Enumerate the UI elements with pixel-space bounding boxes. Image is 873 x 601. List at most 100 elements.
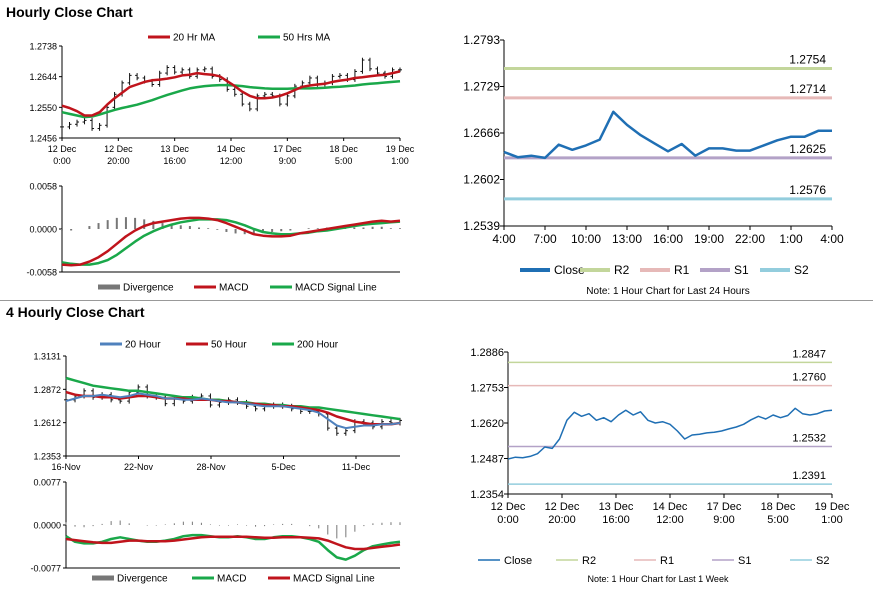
fm-ytick-label: 0.0077: [33, 478, 61, 488]
four_hourly_pivots-level-label-s1: 1.2532: [792, 432, 826, 444]
fp-xtick-label: 22-Nov: [124, 462, 154, 472]
fp-ytick-label: 1.3131: [33, 352, 61, 362]
fp-ytick-label: 1.2353: [33, 452, 61, 462]
hourly-pivot-panel: 1.2793 1.2729 1.2666 1.2602 1.2539 1.2754 1.27…: [440, 26, 860, 300]
four_hourly_pivots-legend-label-r2: R2: [582, 555, 596, 567]
hourly_pivots-ytick-label: 1.2729: [463, 80, 500, 94]
fp-ytick-label: 1.2872: [33, 385, 61, 395]
hm-legend-signal-label: MACD Signal Line: [295, 283, 377, 294]
four-hourly-pivot-chart: 1.2886 1.2753 1.2620 1.2487 1.2354 1.2847 1.27…: [470, 347, 850, 584]
hp-xtick-date: 17 Dec: [273, 144, 302, 154]
fm-signal-line: [65, 535, 401, 551]
four-hourly-price-panel: 20 Hour 50 Hour 200 Hour 1.3131 1.2872 1.2612…: [0, 324, 420, 474]
hm-legend-divergence-label: Divergence: [123, 283, 174, 294]
four-hourly-price-chart: 20 Hour 50 Hour 200 Hour 1.3131 1.2872 1.2612…: [33, 340, 402, 472]
hp-50hrs-ma-line: [61, 79, 401, 119]
hourly-section-title: Hourly Close Chart: [6, 4, 133, 20]
fm-legend-signal-label: MACD Signal Line: [293, 574, 375, 585]
hourly_pivots-xtick-label: 22:00: [735, 232, 765, 246]
four_hourly_pivots-level-label-s2: 1.2391: [792, 470, 826, 482]
hp-ytick-label: 1.2644: [29, 72, 57, 82]
hourly-macd-panel: 0.0058 0.0000 -0.0058 Divergence MACD MACD Si…: [0, 180, 420, 298]
legend-50hrs-ma-label: 50 Hrs MA: [283, 33, 331, 44]
four_hourly_pivots-level-label-r1: 1.2760: [792, 372, 826, 384]
legend-200-hour-label: 200 Hour: [297, 340, 339, 351]
hp-xtick-time: 20:00: [107, 156, 130, 166]
hp-xtick-date: 18 Dec: [329, 144, 358, 154]
four_hourly_pivots-xtick-date: 19 Dec: [815, 501, 850, 513]
four_hourly_pivots-xtick-date: 13 Dec: [599, 501, 634, 513]
four_hourly_pivots-ytick-label: 1.2886: [470, 347, 504, 359]
four_hourly_pivots-xtick-date: 12 Dec: [491, 501, 526, 513]
hm-ytick-label: -0.0058: [26, 268, 57, 278]
four_hourly_pivots-xtick-time: 9:00: [713, 514, 734, 526]
hp-xtick-date: 14 Dec: [217, 144, 246, 154]
four_hourly_pivots-ytick-label: 1.2620: [470, 418, 504, 430]
hourly_pivots-legend-label-r2: R2: [614, 263, 630, 277]
fm-legend-divergence-label: Divergence: [117, 574, 168, 585]
section-divider: [0, 300, 873, 301]
fp-20-hour-line: [65, 392, 401, 430]
four-hourly-pivot-panel: 1.2886 1.2753 1.2620 1.2487 1.2354 1.2847 1.27…: [440, 334, 860, 596]
four_hourly_pivots-xtick-time: 16:00: [602, 514, 630, 526]
hourly-pivot-chart: 1.2793 1.2729 1.2666 1.2602 1.2539 1.2754 1.27…: [463, 33, 844, 297]
four_hourly_pivots-close-line: [507, 407, 833, 460]
four_hourly_pivots-legend-label-s2: S2: [816, 555, 829, 567]
four_hourly_pivots-legend-label-s1: S1: [738, 555, 751, 567]
four_hourly_pivots-level-label-r2: 1.2847: [792, 348, 826, 360]
fp-xtick-label: 5-Dec: [271, 462, 296, 472]
hp-xtick-time: 0:00: [53, 156, 71, 166]
hourly-macd-chart: 0.0058 0.0000 -0.0058 Divergence MACD MACD Si…: [26, 182, 401, 294]
four_hourly_pivots-xtick-time: 0:00: [497, 514, 518, 526]
hourly_pivots-level-label-r1: 1.2714: [789, 82, 826, 96]
hp-xtick-date: 19 Dec: [386, 144, 415, 154]
fm-legend-macd-label: MACD: [217, 574, 246, 585]
hourly-price-chart: 20 Hr MA 50 Hrs MA 1.2738 1.2644 1.2550 1.245…: [29, 33, 415, 167]
hourly-price-panel: 20 Hr MA 50 Hrs MA 1.2738 1.2644 1.2550 1.245…: [0, 22, 420, 180]
hm-ytick-label: 0.0000: [29, 225, 57, 235]
fp-xtick-label: 16-Nov: [51, 462, 81, 472]
legend-20-hour-label: 20 Hour: [125, 340, 161, 351]
hourly_pivots-legend-label-s2: S2: [794, 263, 809, 277]
hp-xtick-date: 12 Dec: [104, 144, 133, 154]
fp-ytick-label: 1.2612: [33, 418, 61, 428]
legend-50-hour-label: 50 Hour: [211, 340, 247, 351]
hourly_pivots-ytick-label: 1.2539: [463, 219, 500, 233]
hourly_pivots-level-label-s2: 1.2576: [789, 183, 826, 197]
hp-xtick-date: 12 Dec: [48, 144, 77, 154]
hourly_pivots-xtick-label: 1:00: [779, 232, 803, 246]
hourly_pivots-ytick-label: 1.2602: [463, 173, 500, 187]
hp-xtick-time: 16:00: [163, 156, 186, 166]
four_hourly_pivots-xtick-time: 20:00: [548, 514, 576, 526]
hourly_pivots-xtick-label: 19:00: [694, 232, 724, 246]
four_hourly_pivots-xtick-time: 1:00: [821, 514, 842, 526]
hm-macd-line: [61, 216, 401, 267]
fm-ytick-label: -0.0077: [30, 564, 61, 574]
hm-signal-line: [61, 218, 401, 266]
hm-legend-macd-label: MACD: [219, 283, 248, 294]
four_hourly_pivots-xtick-date: 12 Dec: [545, 501, 580, 513]
hp-20hr-ma-line: [61, 70, 401, 117]
hp-xtick-date: 13 Dec: [160, 144, 189, 154]
hourly_pivots-xtick-label: 4:00: [492, 232, 516, 246]
four_hourly_pivots-ytick-label: 1.2354: [470, 489, 504, 501]
four_hourly_pivots-legend-label-close: Close: [504, 555, 532, 567]
hourly_pivots-legend-label-close: Close: [554, 263, 585, 277]
hp-xtick-time: 1:00: [391, 156, 409, 166]
fp-xtick-label: 28-Nov: [196, 462, 226, 472]
hp-ytick-label: 1.2550: [29, 103, 57, 113]
hourly_pivots-xtick-label: 4:00: [820, 232, 844, 246]
hp-xtick-time: 12:00: [220, 156, 243, 166]
hourly_pivots-ytick-label: 1.2793: [463, 33, 500, 47]
legend-20hr-ma-label: 20 Hr MA: [173, 33, 216, 44]
fm-ytick-label: 0.0000: [33, 521, 61, 531]
four_hourly_pivots-xtick-time: 12:00: [656, 514, 684, 526]
hp-ytick-label: 1.2456: [29, 134, 57, 144]
hourly_pivots-xtick-label: 7:00: [533, 232, 557, 246]
four_hourly_pivots-ytick-label: 1.2753: [470, 383, 504, 395]
four_hourly_pivots-legend-label-r1: R1: [660, 555, 674, 567]
hourly_pivots-legend-label-r1: R1: [674, 263, 690, 277]
four_hourly_pivots-note: Note: 1 Hour Chart for Last 1 Week: [588, 574, 729, 584]
four-hourly-section-title: 4 Hourly Close Chart: [6, 304, 145, 320]
four_hourly_pivots-xtick-date: 14 Dec: [653, 501, 688, 513]
